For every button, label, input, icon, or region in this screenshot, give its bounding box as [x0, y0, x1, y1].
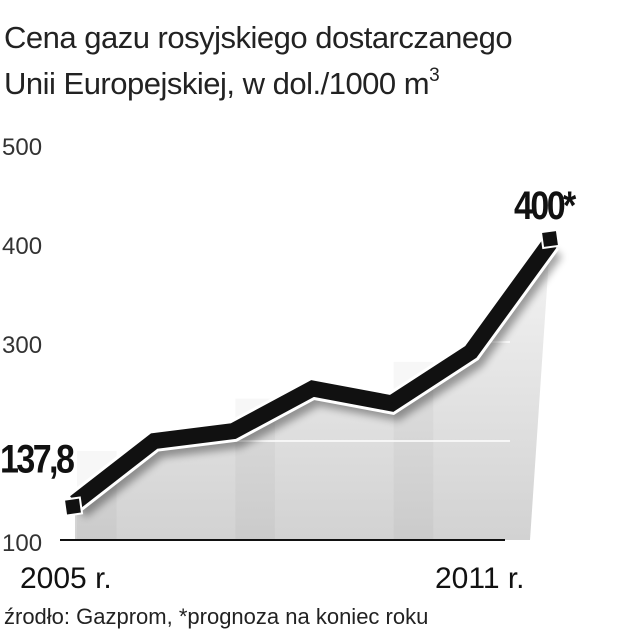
- y-tick-label: 300: [2, 332, 42, 359]
- data-point: [232, 430, 235, 433]
- chart-title-line1: Cena gazu rosyjskiego dostarczanego: [4, 20, 513, 55]
- y-tick-label: 100: [2, 530, 42, 557]
- chart-title-line2: Unii Europejskiej, w dol./1000 m3: [4, 65, 440, 101]
- data-point: [311, 387, 314, 390]
- y-tick-label: 500: [2, 134, 42, 161]
- data-label-first: 137,8: [0, 436, 74, 481]
- title-superscript: 3: [429, 65, 440, 86]
- x-tick-label: 2011 r.: [435, 562, 525, 595]
- endpoint-marker: [539, 228, 561, 250]
- source-note: źrodło: Gazprom, *prognoza na koniec rok…: [4, 604, 429, 629]
- endpoint-marker: [62, 496, 84, 517]
- data-point: [469, 350, 472, 353]
- data-point: [390, 402, 393, 405]
- data-point: [153, 440, 156, 442]
- x-tick-label: 2005 r.: [20, 562, 112, 595]
- y-tick-label: 400: [2, 233, 42, 260]
- data-label-last: 400*: [514, 182, 577, 227]
- title-text: Unii Europejskiej, w dol./1000 m: [4, 66, 430, 101]
